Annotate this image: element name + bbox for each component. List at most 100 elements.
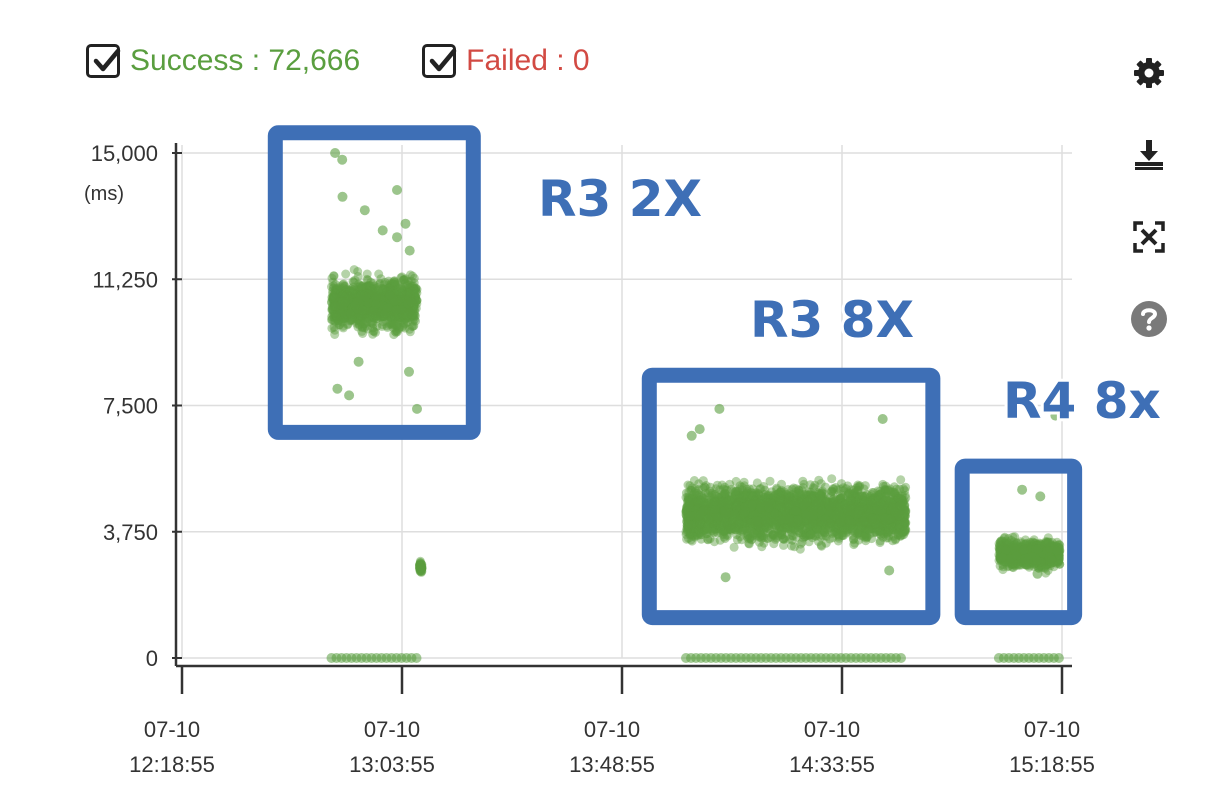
data-point — [354, 293, 364, 303]
data-point-outlier — [884, 565, 895, 576]
data-point — [375, 303, 385, 313]
data-point — [387, 308, 397, 318]
data-point — [379, 305, 389, 314]
data-point — [403, 283, 413, 293]
data-point — [850, 538, 860, 548]
data-point — [402, 311, 412, 321]
data-point — [343, 289, 353, 299]
data-point — [331, 311, 341, 321]
data-point — [400, 302, 410, 312]
data-point — [372, 299, 382, 309]
data-point — [342, 297, 352, 307]
data-point — [359, 308, 368, 318]
data-point — [368, 285, 378, 295]
data-point — [328, 277, 338, 287]
data-point — [361, 296, 371, 306]
data-point — [405, 294, 415, 304]
settings-button[interactable] — [1126, 50, 1172, 96]
data-point — [406, 297, 416, 307]
data-point — [359, 284, 368, 294]
data-point — [387, 282, 397, 292]
data-point — [403, 299, 413, 309]
zero-bands — [326, 653, 1064, 663]
data-point — [401, 286, 411, 296]
data-point — [723, 519, 732, 529]
data-point — [396, 296, 406, 306]
data-point — [391, 288, 401, 298]
data-point — [396, 284, 406, 294]
data-point — [330, 300, 340, 310]
data-point — [338, 303, 348, 313]
legend-item-failed[interactable]: Failed : 0 — [422, 44, 590, 78]
data-point — [395, 297, 405, 307]
download-button[interactable] — [1126, 132, 1172, 178]
data-point — [372, 302, 382, 312]
data-point — [366, 299, 376, 309]
data-point — [379, 303, 389, 313]
data-point — [374, 299, 384, 309]
data-point — [386, 294, 396, 304]
data-point — [351, 306, 361, 315]
data-point — [409, 301, 419, 311]
checkmark-icon — [429, 48, 457, 72]
data-point — [396, 281, 406, 291]
data-point — [357, 295, 366, 305]
data-point — [329, 300, 339, 309]
data-point — [354, 304, 364, 314]
data-point — [365, 309, 375, 319]
data-point — [386, 305, 396, 315]
data-point-outlier — [337, 154, 348, 165]
data-point — [386, 301, 396, 311]
data-point — [379, 311, 389, 321]
data-point — [375, 295, 385, 305]
data-point — [346, 311, 356, 321]
checkbox-success[interactable] — [86, 44, 121, 78]
checkbox-failed[interactable] — [422, 44, 457, 78]
data-point — [341, 308, 351, 318]
data-point — [386, 319, 395, 329]
data-point — [398, 308, 407, 318]
data-point — [347, 306, 357, 316]
data-point — [395, 289, 405, 299]
data-point — [329, 307, 339, 317]
data-point — [330, 330, 340, 339]
data-point — [379, 302, 389, 312]
data-point — [339, 299, 349, 309]
fullscreen-button[interactable] — [1126, 214, 1172, 260]
data-point — [342, 310, 352, 320]
data-point-outlier — [720, 572, 731, 583]
data-point — [338, 306, 348, 316]
data-point — [334, 297, 344, 307]
data-point — [393, 303, 403, 313]
data-point — [344, 302, 354, 312]
data-point — [373, 291, 383, 301]
data-point — [719, 532, 729, 542]
data-point — [387, 286, 397, 296]
legend-item-success[interactable]: Success : 72,666 — [86, 44, 360, 78]
data-point — [338, 297, 348, 307]
data-point — [405, 307, 415, 317]
data-point — [336, 294, 346, 304]
data-point — [356, 281, 366, 291]
data-point — [399, 285, 409, 295]
help-button[interactable] — [1126, 296, 1172, 342]
data-point — [371, 327, 380, 337]
data-point — [369, 289, 379, 299]
data-point-outlier — [686, 430, 697, 441]
data-point — [395, 302, 404, 312]
data-point — [698, 498, 708, 507]
data-point — [342, 311, 352, 321]
data-point — [776, 502, 786, 512]
data-point — [363, 324, 373, 334]
data-point — [330, 285, 340, 295]
data-point — [360, 305, 370, 315]
data-point — [347, 295, 357, 305]
data-point — [409, 321, 419, 331]
data-point — [359, 309, 369, 318]
data-point — [351, 292, 361, 302]
data-point — [388, 283, 398, 293]
data-point — [346, 303, 356, 313]
data-point — [346, 294, 356, 304]
data-point — [407, 299, 417, 309]
data-point — [369, 309, 379, 319]
